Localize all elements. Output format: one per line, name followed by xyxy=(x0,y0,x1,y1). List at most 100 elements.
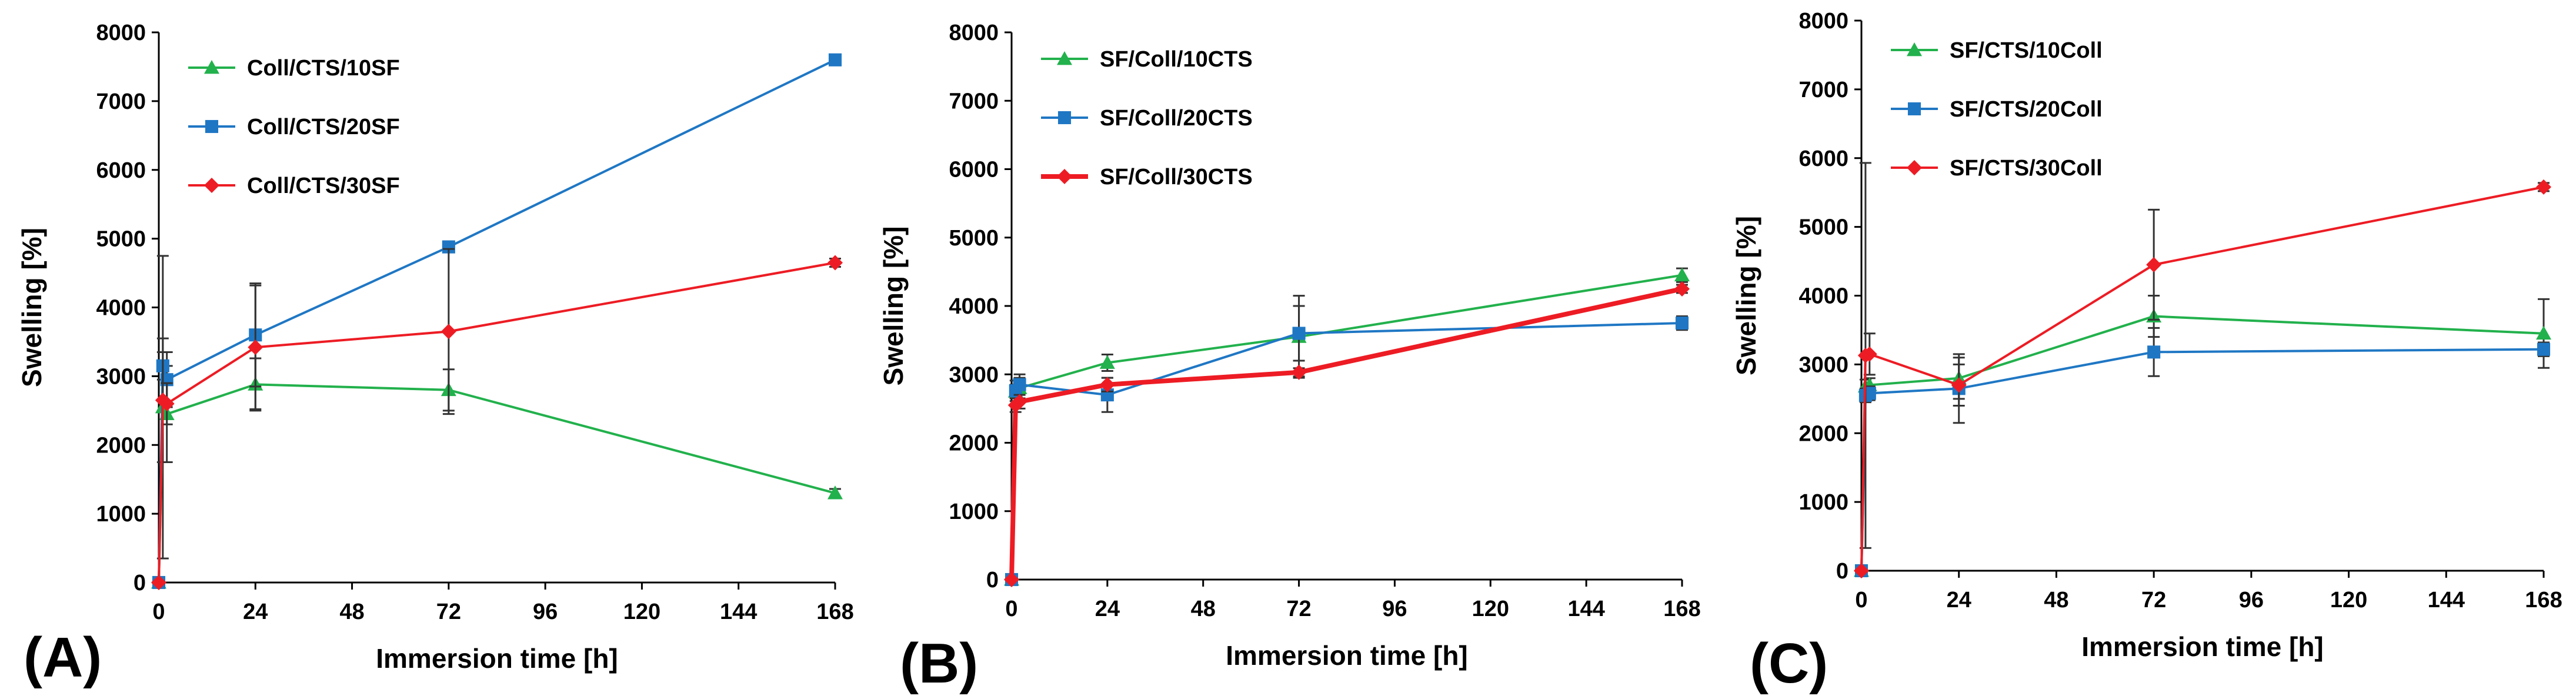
series-1 xyxy=(1004,267,1690,586)
x-tick-label: 168 xyxy=(1663,597,1700,621)
series-line xyxy=(1009,287,1683,580)
y-tick-label: 1000 xyxy=(1798,490,1848,515)
y-tick-label: 8000 xyxy=(949,21,999,45)
chart-panel-a: 0 1000 2000 3000 4000 5000 6000 7000 8000 0 24 48 72… xyxy=(16,21,854,689)
data-point xyxy=(1674,267,1690,282)
x-tick-label: 72 xyxy=(1286,597,1311,621)
y-tick-label: 2000 xyxy=(949,431,999,456)
y-tick-label: 2000 xyxy=(96,433,146,458)
x-tick-label: 144 xyxy=(2428,588,2465,613)
y-tick-label: 4000 xyxy=(949,294,999,319)
x-axis-label: Immersion time [h] xyxy=(2081,631,2324,662)
chart-panel-b: 0 1000 2000 3000 4000 5000 6000 7000 8000 0 24 48 72… xyxy=(878,21,1701,695)
y-axis-label: Swelling [%] xyxy=(878,227,909,386)
y-tick-label: 6000 xyxy=(96,158,146,183)
x-tick-label: 168 xyxy=(816,600,853,624)
legend-diamond-marker xyxy=(1907,160,1922,175)
series-3 xyxy=(1854,162,2551,578)
x-axis-label: Immersion time [h] xyxy=(1226,640,1468,671)
data-point xyxy=(2536,325,2551,340)
data-point xyxy=(248,339,263,355)
series-1 xyxy=(1854,295,2551,577)
y-tick-label: 6000 xyxy=(949,158,999,182)
y-tick-label: 0 xyxy=(1836,559,1848,584)
y-tick-label: 3000 xyxy=(96,364,146,389)
data-point xyxy=(2146,257,2162,272)
legend-square-marker xyxy=(205,119,219,134)
legend-triangle-marker xyxy=(1057,51,1072,65)
x-tick-label: 144 xyxy=(720,600,757,624)
data-point xyxy=(1099,355,1115,369)
x-tick-label: 96 xyxy=(2239,588,2264,613)
series-line xyxy=(1010,274,1683,580)
data-point xyxy=(1013,378,1026,391)
y-tick-label: 1000 xyxy=(949,500,999,524)
y-tick-label: 3000 xyxy=(1798,352,1848,377)
x-tick-label: 48 xyxy=(2044,588,2068,613)
y-tick-label: 8000 xyxy=(1798,9,1848,34)
x-tick-label: 72 xyxy=(436,600,461,624)
x-tick-label: 24 xyxy=(243,600,268,624)
legend-triangle-marker xyxy=(204,60,219,74)
y-tick-label: 7000 xyxy=(949,89,999,114)
data-point xyxy=(1012,394,1027,410)
legend-label: Coll/CTS/10SF xyxy=(247,56,400,81)
chart-panel-c: 0 1000 2000 3000 4000 5000 6000 7000 8000 0 24 48 72… xyxy=(1731,9,2562,695)
data-point xyxy=(1291,364,1307,380)
data-point xyxy=(1854,563,1869,578)
series-line xyxy=(158,383,836,583)
x-tick-label: 144 xyxy=(1567,597,1604,621)
legend-label: SF/Coll/30CTS xyxy=(1100,165,1253,189)
x-tick-label: 0 xyxy=(152,600,165,624)
y-axis-label: Swelling [%] xyxy=(1731,216,1761,375)
x-tick-label: 168 xyxy=(2525,588,2562,613)
legend-triangle-marker xyxy=(1907,42,1922,56)
legend-label: SF/CTS/20Coll xyxy=(1950,97,2103,122)
series-line xyxy=(1860,185,2544,571)
y-tick-label: 2000 xyxy=(1798,421,1848,446)
data-point xyxy=(2147,345,2161,359)
x-tick-label: 120 xyxy=(1472,597,1509,621)
data-point xyxy=(1951,377,1967,393)
panel-label: (A) xyxy=(24,626,102,689)
data-point xyxy=(828,53,842,66)
legend-label: SF/Coll/20CTS xyxy=(1100,106,1253,131)
data-point xyxy=(442,240,455,254)
y-tick-label: 5000 xyxy=(96,227,146,252)
y-tick-label: 0 xyxy=(134,571,146,595)
data-point xyxy=(1675,317,1689,330)
y-axis-label: Swelling [%] xyxy=(16,228,47,387)
data-point xyxy=(2537,342,2551,356)
x-tick-label: 96 xyxy=(533,600,558,624)
legend-square-marker xyxy=(1907,102,1921,116)
y-tick-label: 5000 xyxy=(949,226,999,251)
y-tick-label: 0 xyxy=(986,568,999,593)
data-point xyxy=(2536,179,2551,195)
series-2 xyxy=(1005,305,1689,587)
y-tick-label: 5000 xyxy=(1798,215,1848,240)
x-tick-label: 48 xyxy=(339,600,364,624)
series-3 xyxy=(151,248,843,590)
data-point xyxy=(827,485,843,500)
x-tick-label: 0 xyxy=(1855,588,1867,613)
x-tick-label: 120 xyxy=(623,600,660,624)
data-point xyxy=(441,324,456,339)
series-3 xyxy=(1004,281,1690,587)
series-line xyxy=(158,261,836,583)
panel-label: (B) xyxy=(900,632,978,695)
x-tick-label: 120 xyxy=(2330,588,2367,613)
x-tick-label: 24 xyxy=(1095,597,1120,621)
legend-label: SF/CTS/10Coll xyxy=(1950,38,2103,63)
data-point xyxy=(159,396,175,412)
y-tick-label: 8000 xyxy=(96,21,146,45)
y-tick-label: 6000 xyxy=(1798,147,1848,171)
x-tick-label: 96 xyxy=(1382,597,1407,621)
x-tick-label: 72 xyxy=(2141,588,2166,613)
legend-label: SF/CTS/30Coll xyxy=(1950,156,2103,181)
y-tick-label: 3000 xyxy=(949,362,999,387)
y-tick-label: 1000 xyxy=(96,502,146,527)
legend-label: Coll/CTS/20SF xyxy=(247,115,400,139)
legend-label: SF/Coll/10CTS xyxy=(1100,47,1253,72)
data-point xyxy=(1004,572,1019,587)
